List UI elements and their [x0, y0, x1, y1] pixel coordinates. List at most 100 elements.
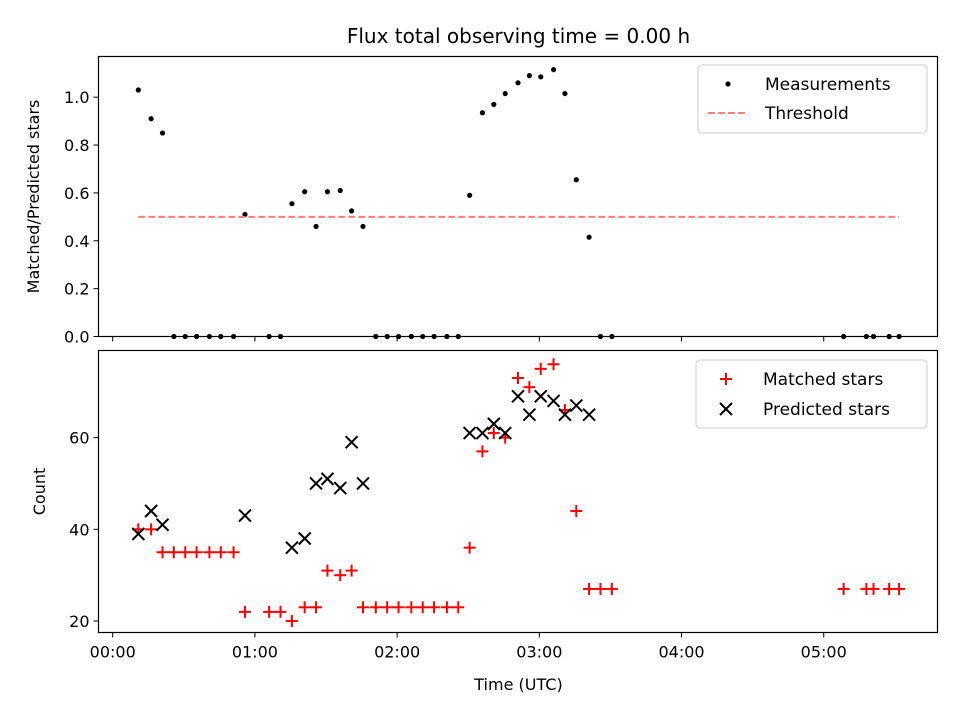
- matched-stars-point: [167, 546, 180, 559]
- ratio-axis-ticks: 0.0 0.2 0.4 0.6 0.8 1.0: [64, 88, 825, 347]
- ratio-panel: 0.0 0.2 0.4 0.6 0.8 1.0 Matched/Predicted sta…: [24, 55, 939, 347]
- matched-stars-point: [298, 601, 311, 614]
- ratio-y-tick-label: 0.4: [64, 232, 89, 251]
- count-x-tick-label: 02:00: [374, 643, 420, 662]
- matched-stars-point: [583, 582, 596, 595]
- matched-stars-point: [605, 582, 618, 595]
- measurements-point: [313, 223, 319, 230]
- measurements-point: [502, 90, 508, 97]
- predicted-stars-point: [155, 518, 170, 532]
- count-panel: 20 40 60 00:00 01:00 02:00 03:00 04:00 05:00 Cou…: [30, 349, 939, 694]
- ratio-plot-area: [135, 67, 902, 340]
- ratio-y-tick-label: 0.0: [64, 328, 89, 347]
- measurements-point: [148, 116, 154, 122]
- count-y-tick-label: 40: [69, 520, 89, 539]
- matched-stars-point: [428, 601, 441, 614]
- matched-stars-point: [263, 605, 276, 618]
- matched-stars-point: [285, 615, 298, 628]
- predicted-stars-point: [511, 389, 525, 404]
- ratio-y-tick-label: 0.6: [64, 184, 89, 203]
- measurements-point: [324, 189, 331, 195]
- measurements-point: [289, 201, 295, 207]
- matched-stars-point: [203, 546, 216, 559]
- predicted-stars-point: [475, 426, 490, 440]
- matched-stars-point: [321, 564, 334, 577]
- predicted-stars-point: [534, 389, 548, 404]
- matched-stars-point: [837, 582, 850, 595]
- predicted-stars-point: [558, 407, 572, 422]
- matched-stars-point: [570, 504, 583, 517]
- matched-stars-point: [534, 362, 547, 375]
- matched-stars-point: [440, 601, 453, 614]
- predicted-stars-point: [569, 398, 584, 413]
- x-axis-label: Time (UTC): [473, 675, 562, 694]
- legend-measurements-marker: [725, 81, 731, 87]
- count-y-tick-label: 60: [69, 429, 89, 448]
- legend-measurements-label: Measurements: [765, 75, 891, 95]
- matched-stars-point: [416, 601, 429, 614]
- matched-stars-point: [523, 381, 536, 394]
- matched-stars-point: [547, 358, 560, 371]
- count-y-axis-label: Count: [30, 468, 49, 516]
- ratio-y-axis-label: Matched/Predicted stars: [24, 100, 43, 294]
- count-x-tick-label: 05:00: [801, 643, 847, 662]
- ratio-y-tick-label: 0.8: [64, 136, 89, 155]
- count-x-tick-label: 01:00: [232, 643, 278, 662]
- legend-matched-marker: [720, 373, 732, 385]
- ratio-y-tick-label: 1.0: [64, 88, 89, 107]
- matched-stars-point: [179, 546, 192, 559]
- matched-stars-point: [356, 601, 369, 614]
- legend-predicted-marker: [719, 402, 733, 416]
- predicted-stars-point: [356, 476, 370, 491]
- matched-stars-point: [156, 546, 169, 559]
- predicted-stars-point: [522, 407, 537, 422]
- measurements-point: [135, 87, 141, 93]
- count-plot-area: [131, 358, 906, 628]
- measurements-point: [586, 234, 592, 240]
- predicted-stars-point: [344, 435, 359, 449]
- matched-stars-point: [405, 601, 418, 614]
- matched-stars-point: [392, 601, 405, 614]
- matched-stars-point: [227, 546, 240, 559]
- measurements-point: [159, 130, 166, 136]
- measurements-point: [491, 101, 497, 107]
- ratio-y-tick-label: 0.2: [64, 280, 89, 299]
- count-legend-box: [695, 359, 928, 429]
- matched-stars-point: [452, 601, 465, 614]
- matched-stars-point: [334, 569, 347, 582]
- predicted-stars-point: [333, 481, 347, 495]
- measurements-point: [479, 110, 486, 116]
- predicted-stars-point: [546, 394, 561, 408]
- count-x-tick-label: 04:00: [658, 643, 704, 662]
- count-x-tick-label: 00:00: [90, 643, 136, 662]
- matched-stars-point: [893, 582, 906, 595]
- matched-stars-point: [867, 582, 880, 595]
- matched-stars-point: [345, 564, 358, 577]
- predicted-stars-point: [238, 508, 252, 523]
- ratio-legend-box: [697, 64, 928, 134]
- measurements-point: [562, 90, 568, 97]
- matched-stars-point: [238, 605, 251, 618]
- predicted-stars-point: [582, 407, 596, 422]
- measurements-point: [302, 189, 308, 195]
- count-axis-ticks: 20 40 60 00:00 01:00 02:00 03:00 04:00 05:00: [69, 429, 847, 662]
- predicted-stars-point: [320, 472, 335, 486]
- chart-title: Flux total observing time = 0.00 h: [347, 24, 690, 48]
- predicted-stars-point: [462, 426, 477, 440]
- matched-stars-point: [214, 546, 227, 559]
- matched-stars-point: [369, 601, 382, 614]
- measurements-point: [360, 223, 366, 230]
- count-panel-frame: [97, 349, 939, 634]
- measurements-point: [538, 74, 544, 80]
- legend-matched-label: Matched stars: [763, 370, 883, 390]
- ratio-legend: Measurements Threshold: [697, 64, 928, 134]
- matched-stars-point: [487, 427, 500, 440]
- measurements-point: [242, 211, 248, 218]
- matched-stars-point: [381, 601, 394, 614]
- count-y-tick-label: 20: [69, 612, 89, 631]
- matched-stars-point: [274, 605, 287, 618]
- measurements-point: [467, 192, 473, 198]
- matched-stars-point: [476, 445, 489, 458]
- predicted-stars-point: [498, 426, 512, 440]
